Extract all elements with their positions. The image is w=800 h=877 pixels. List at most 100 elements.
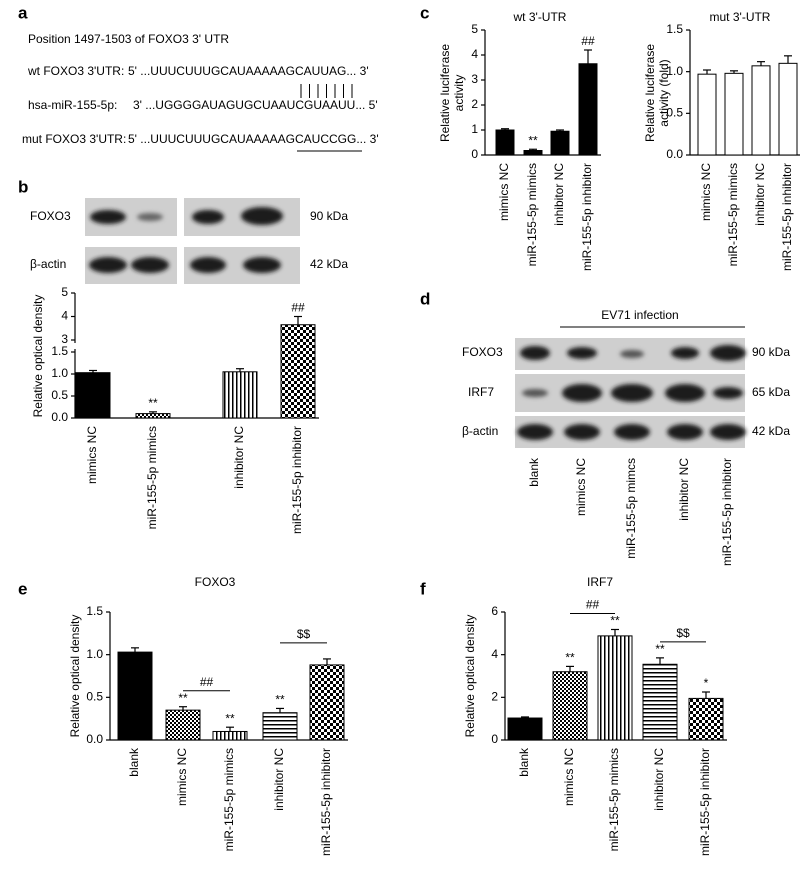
x-tick-label: inhibitor NC: [272, 748, 286, 811]
panel-letter: e: [18, 579, 27, 598]
lane-label: miR-155-5p mimcs: [624, 458, 638, 559]
lane-label: mimics NC: [574, 458, 588, 516]
x-tick-label: inhibitor NC: [232, 426, 246, 489]
y-axis-label: Relative luciferase activity: [438, 43, 466, 142]
bar: [523, 150, 543, 156]
blot-size: 90 kDa: [752, 345, 790, 359]
y-tick-label: 1.0: [86, 647, 103, 661]
bar: [688, 697, 724, 741]
bar: [697, 73, 717, 156]
bar: [552, 671, 588, 741]
y-tick-label: 0.5: [666, 106, 683, 120]
significance-label: *: [704, 676, 709, 690]
x-tick-label: blank: [127, 747, 141, 777]
y-tick-label: 0: [491, 732, 498, 746]
y-axis-label: Relative optical density: [68, 614, 82, 738]
blot-size: 90 kDa: [310, 209, 348, 223]
bar: [724, 72, 744, 156]
x-tick-label: miR-155-5p inhibitor: [780, 163, 794, 271]
x-tick-label: miR-155-5p inhibitor: [319, 748, 333, 856]
x-tick-label: blank: [517, 747, 531, 777]
y-tick-label: 3: [61, 332, 68, 346]
x-tick-label: miR-155-5p inhibitor: [698, 748, 712, 856]
x-tick-label: miR-155-5p mimics: [607, 748, 621, 851]
blot-image: [85, 198, 300, 284]
bar: [642, 663, 678, 741]
panel-letter: b: [18, 177, 28, 196]
y-tick-label: 1: [471, 122, 478, 136]
chart-title: wt 3'-UTR: [513, 10, 567, 24]
sequence: 5' ...UUUCUUUGCAUAAAAAGCAUCCGG... 3': [128, 132, 379, 146]
y-tick-label: 2: [471, 97, 478, 111]
panel-letter: c: [420, 3, 429, 22]
bar: [165, 709, 201, 741]
chart-title: IRF7: [587, 575, 613, 589]
y-tick-label: 5: [61, 285, 68, 299]
significance-label: ##: [581, 34, 595, 48]
x-tick-label: miR-155-5p mimics: [222, 748, 236, 851]
bar: [135, 413, 171, 419]
significance-label: **: [148, 396, 158, 410]
blot-protein: FOXO3: [30, 209, 71, 223]
bar: [495, 129, 515, 156]
y-axis-label: Relative optical density: [463, 614, 477, 738]
x-tick-label: mimics NC: [497, 163, 511, 221]
y-tick-label: 4: [491, 647, 498, 661]
y-tick-label: 0.5: [86, 690, 103, 704]
y-tick-label: 4: [471, 47, 478, 61]
panel-letter: a: [18, 3, 28, 22]
x-tick-label: mimics NC: [175, 748, 189, 806]
bar: [222, 371, 258, 419]
bar: [309, 664, 345, 741]
x-tick-label: mimics NC: [85, 426, 99, 484]
bar: [262, 712, 298, 741]
bar: [578, 63, 598, 156]
sequence-label: hsa-miR-155-5p:: [28, 98, 117, 112]
y-tick-label: 1.5: [86, 604, 103, 618]
significance-label: **: [565, 651, 575, 665]
y-tick-label: 0.5: [51, 388, 68, 402]
significance-label: **: [610, 614, 620, 628]
x-tick-label: mimics NC: [562, 748, 576, 806]
comparison-label: ##: [200, 675, 214, 689]
significance-label: ##: [291, 301, 305, 315]
blot-size: 42 kDa: [310, 257, 348, 271]
comparison-label: ##: [586, 598, 600, 612]
y-tick-label: 2: [491, 690, 498, 704]
sequence-label: wt FOXO3 3'UTR:: [27, 64, 124, 78]
y-axis-label: Relative luciferase activity (fold): [643, 43, 671, 142]
x-tick-label: miR-155-5p inhibitor: [580, 163, 594, 271]
y-tick-label: 4: [61, 309, 68, 323]
lane-label: blank: [527, 457, 541, 487]
chart-title: mut 3'-UTR: [710, 10, 771, 24]
panel-letter: f: [420, 579, 426, 598]
y-tick-label: 0.0: [86, 732, 103, 746]
bar: [212, 730, 248, 741]
blot-protein: IRF7: [468, 385, 494, 399]
y-tick-label: 0.0: [666, 147, 683, 161]
sequence: 3' ...UGGGGAUAGUGCUAAUCGUAAUU... 5': [133, 98, 378, 112]
blot-image: [515, 338, 746, 448]
y-tick-label: 1.0: [51, 366, 68, 380]
bar: [507, 717, 543, 741]
significance-label: **: [528, 133, 538, 147]
treatment-label: EV71 infection: [601, 308, 678, 322]
lane-label: inhibitor NC: [677, 458, 691, 521]
y-tick-label: 0: [471, 147, 478, 161]
blot-size: 65 kDa: [752, 385, 790, 399]
bar: [597, 635, 633, 741]
significance-label: **: [275, 693, 285, 707]
bar: [550, 130, 570, 156]
blot-protein: β-actin: [30, 257, 66, 271]
significance-label: **: [225, 711, 235, 725]
lane-label: miR-155-5p inhibitor: [720, 458, 734, 566]
y-tick-label: 1.5: [666, 22, 683, 36]
y-tick-label: 3: [471, 72, 478, 86]
blot-protein: FOXO3: [462, 345, 503, 359]
significance-label: **: [655, 642, 665, 656]
x-tick-label: mimics NC: [699, 163, 713, 221]
bar: [778, 62, 798, 156]
x-tick-label: miR-155-5p mimics: [726, 163, 740, 266]
